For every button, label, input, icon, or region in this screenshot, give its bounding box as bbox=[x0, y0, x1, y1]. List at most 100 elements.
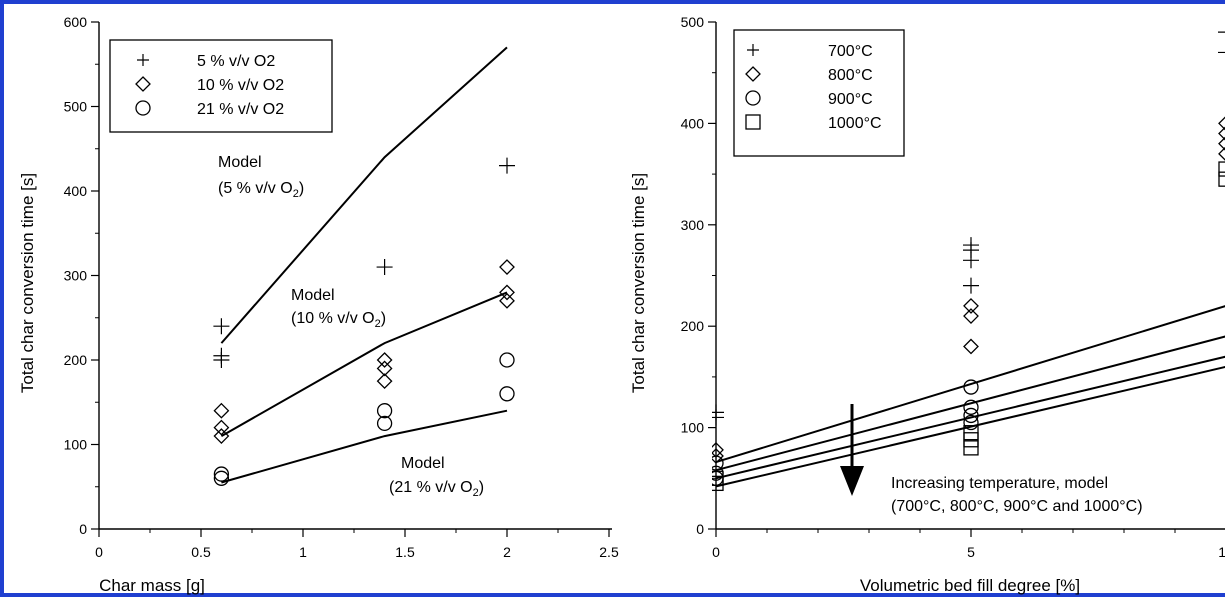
right-model-annotation-line2: (700°C, 800°C, 900°C and 1000°C) bbox=[891, 498, 1143, 515]
left-axes bbox=[91, 21, 612, 537]
left-y-tick-label: 500 bbox=[64, 99, 88, 115]
right-legend: 700°C 800°C 900°C 1000°C bbox=[733, 29, 905, 157]
right-point-plus bbox=[963, 252, 979, 269]
right-point-diamond bbox=[1218, 136, 1225, 151]
right-point-diamond bbox=[1218, 126, 1225, 141]
right-point-diamond bbox=[712, 441, 724, 458]
left-point-diamond bbox=[499, 292, 515, 309]
right-point-plus bbox=[712, 409, 724, 426]
left-point-circle bbox=[499, 352, 515, 368]
right-point-square bbox=[1218, 161, 1225, 177]
left-model-line-2 bbox=[220, 291, 508, 437]
left-legend-marker-circle bbox=[135, 100, 151, 116]
left-tick-labels: 0 100 200 300 400 500 600 0 0.5 1 1.5 2 2.5 bbox=[64, 14, 619, 560]
left-point-diamond bbox=[376, 360, 393, 377]
left-point-diamond bbox=[213, 428, 230, 444]
left-model-line-1 bbox=[220, 46, 508, 344]
right-point-diamond bbox=[1218, 146, 1225, 161]
left-point-circle bbox=[499, 386, 515, 402]
right-y-tick-label: 400 bbox=[681, 115, 705, 131]
left-point-diamond bbox=[213, 402, 230, 419]
temperature-arrow-head bbox=[840, 466, 864, 496]
left-y-tick-label: 400 bbox=[64, 183, 88, 199]
right-x-tick-label: 0 bbox=[712, 544, 720, 560]
left-legend-label: 10 % v/v O2 bbox=[197, 77, 284, 94]
left-y-axis-title: Total char conversion time [s] bbox=[18, 173, 37, 393]
left-point-diamond bbox=[213, 419, 230, 436]
left-legend-label: 21 % v/v O2 bbox=[197, 101, 284, 118]
left-model-label-3-line1: Model bbox=[401, 455, 445, 472]
right-model-line-4 bbox=[715, 366, 1225, 488]
right-point-diamond bbox=[963, 338, 979, 355]
left-point-diamond bbox=[499, 284, 515, 301]
left-point-plus bbox=[213, 352, 230, 368]
right-chart: 0 100 200 300 400 500 0 5 10 Volumetric bed fill… bbox=[629, 14, 1225, 595]
left-x-tick-label: 1 bbox=[299, 544, 307, 560]
left-model-line-3 bbox=[221, 409, 508, 484]
right-legend-box bbox=[733, 29, 905, 157]
right-point-diamond bbox=[963, 308, 979, 324]
right-data-points bbox=[712, 31, 1225, 492]
left-x-tick-label: 1.5 bbox=[395, 544, 415, 560]
right-point-plus bbox=[1218, 31, 1225, 33]
right-model-line-2 bbox=[715, 335, 1225, 472]
right-point-circle bbox=[712, 455, 724, 471]
right-point-square bbox=[963, 432, 979, 448]
left-y-tick-label: 0 bbox=[79, 521, 87, 537]
right-model-lines bbox=[715, 305, 1225, 488]
left-x-tick-label: 0 bbox=[95, 544, 103, 560]
left-model-label-1-line2: (5 % v/v O2) bbox=[218, 180, 304, 200]
right-x-tick-label: 5 bbox=[967, 544, 975, 560]
right-y-tick-label: 300 bbox=[681, 217, 705, 233]
left-x-tick-label: 0.5 bbox=[191, 544, 211, 560]
left-x-tick-label: 2 bbox=[503, 544, 511, 560]
right-model-line-1 bbox=[715, 305, 1225, 464]
left-point-plus bbox=[376, 259, 393, 276]
left-y-tick-label: 200 bbox=[64, 352, 88, 368]
left-model-label-1-line1: Model bbox=[218, 154, 262, 171]
left-model-lines bbox=[220, 46, 508, 484]
right-legend-label: 800°C bbox=[828, 67, 873, 84]
right-y-tick-label: 200 bbox=[681, 318, 705, 334]
left-x-tick-label: 2.5 bbox=[599, 544, 619, 560]
right-legend-marker-plus bbox=[747, 44, 759, 56]
right-point-diamond bbox=[963, 298, 979, 314]
left-x-axis-title: Char mass [g] bbox=[99, 576, 205, 595]
left-y-tick-label: 600 bbox=[64, 14, 88, 30]
right-legend-marker-circle bbox=[745, 90, 761, 106]
left-legend-marker-plus bbox=[137, 54, 149, 66]
right-point-diamond bbox=[712, 448, 724, 464]
left-legend-box bbox=[109, 39, 333, 133]
left-y-tick-label: 300 bbox=[64, 268, 88, 284]
right-point-circle bbox=[963, 414, 979, 431]
right-y-tick-label: 500 bbox=[681, 14, 705, 30]
left-data-points bbox=[213, 157, 515, 486]
left-point-diamond bbox=[376, 352, 393, 368]
left-point-plus bbox=[499, 157, 515, 174]
right-x-tick-label: 10 bbox=[1218, 544, 1225, 560]
temperature-arrow bbox=[840, 404, 864, 496]
left-point-circle bbox=[213, 470, 230, 486]
left-model-label-2-line2: (10 % v/v O2) bbox=[291, 310, 386, 330]
right-legend-label: 1000°C bbox=[828, 115, 882, 132]
right-tick-labels: 0 100 200 300 400 500 0 5 10 bbox=[681, 14, 1225, 560]
right-legend-marker-diamond bbox=[745, 66, 761, 82]
right-point-square bbox=[963, 440, 979, 456]
left-point-circle bbox=[376, 415, 393, 432]
right-y-tick-label: 100 bbox=[681, 420, 705, 436]
right-point-plus bbox=[1218, 51, 1225, 54]
right-y-axis-title: Total char conversion time [s] bbox=[629, 173, 648, 393]
right-point-circle bbox=[963, 379, 979, 395]
right-point-square bbox=[1218, 171, 1225, 187]
left-legend-label: 5 % v/v O2 bbox=[197, 53, 275, 70]
right-point-diamond bbox=[1218, 116, 1225, 131]
right-point-circle bbox=[963, 399, 979, 415]
right-point-square bbox=[712, 475, 724, 492]
left-chart: 0 100 200 300 400 500 600 0 0.5 1 1.5 2 2.5 Char mas… bbox=[18, 14, 619, 595]
left-point-plus bbox=[213, 318, 230, 335]
left-point-circle bbox=[376, 403, 393, 419]
left-point-diamond bbox=[376, 373, 393, 390]
left-y-tick-label: 100 bbox=[64, 437, 88, 453]
left-model-label-2-line1: Model bbox=[291, 287, 335, 304]
